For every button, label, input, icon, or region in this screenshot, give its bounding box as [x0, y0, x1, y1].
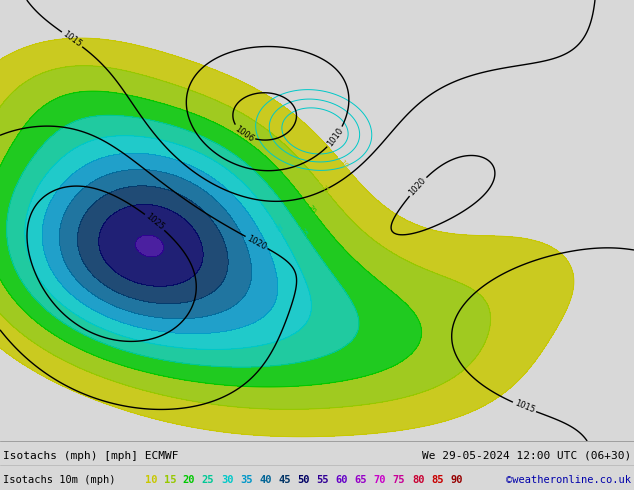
- Text: 60: 60: [335, 475, 348, 485]
- Text: Isotachs 10m (mph): Isotachs 10m (mph): [3, 475, 115, 485]
- Text: ©weatheronline.co.uk: ©weatheronline.co.uk: [506, 475, 631, 485]
- Text: 1006: 1006: [233, 124, 255, 144]
- Text: 90: 90: [450, 475, 463, 485]
- Text: 1015: 1015: [61, 29, 83, 49]
- Text: 10: 10: [339, 159, 349, 170]
- Text: 25: 25: [298, 227, 308, 238]
- Text: 20: 20: [306, 204, 316, 215]
- Text: 20: 20: [183, 475, 195, 485]
- Text: 35: 35: [240, 475, 252, 485]
- Text: 1010: 1010: [326, 126, 346, 148]
- Text: 1025: 1025: [144, 212, 165, 232]
- Text: 10: 10: [145, 475, 157, 485]
- Text: 25: 25: [202, 475, 214, 485]
- Text: 55: 55: [316, 475, 329, 485]
- Text: 45: 45: [278, 475, 291, 485]
- Text: 15: 15: [164, 475, 176, 485]
- Text: 80: 80: [412, 475, 424, 485]
- Text: We 29-05-2024 12:00 UTC (06+30): We 29-05-2024 12:00 UTC (06+30): [422, 451, 631, 461]
- Text: 75: 75: [393, 475, 405, 485]
- Text: Isotachs (mph) [mph] ECMWF: Isotachs (mph) [mph] ECMWF: [3, 451, 179, 461]
- Text: 15: 15: [320, 183, 330, 194]
- Text: 40: 40: [259, 475, 271, 485]
- Text: 85: 85: [431, 475, 443, 485]
- Text: 50: 50: [297, 475, 310, 485]
- Text: 30: 30: [221, 475, 233, 485]
- Text: 65: 65: [354, 475, 367, 485]
- Text: 70: 70: [373, 475, 386, 485]
- Text: 1020: 1020: [245, 234, 268, 251]
- Text: 30: 30: [273, 222, 283, 233]
- Text: 1015: 1015: [513, 399, 536, 415]
- Text: 1020: 1020: [407, 176, 428, 197]
